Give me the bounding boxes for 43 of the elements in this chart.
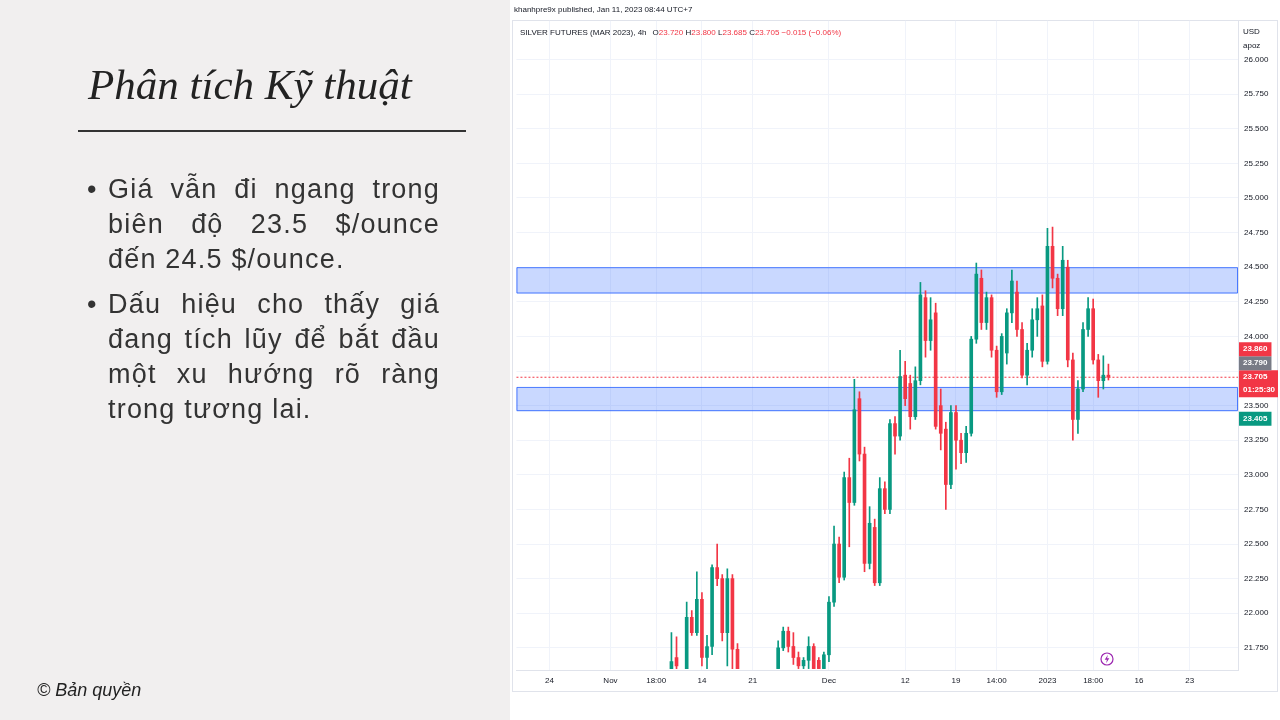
text: 23.860	[1242, 344, 1268, 354]
y-tick-label: 22.000	[1243, 608, 1269, 618]
x-tick-label: 14:00	[986, 676, 1007, 686]
y-tick-label: 24.250	[1243, 297, 1269, 307]
x-tick-label: 24	[544, 676, 554, 686]
x-tick-label: 14	[696, 676, 707, 686]
text: • Dấu hiệu cho thấy giá đang tích lũy để bắt đầu một xu hướng rõ ràng trong tương lai.	[87, 288, 440, 424]
y-tick-label: 25.250	[1243, 158, 1269, 168]
y-tick-label: 25.750	[1243, 89, 1269, 99]
x-tick-label: Dec	[821, 676, 836, 686]
x-tick-label: 2023	[1038, 676, 1057, 686]
x-tick-label: 12	[900, 676, 910, 686]
text: khanhpre9x published, Jan 11, 2023 08:44 UTC+7	[514, 5, 693, 15]
ref-line-label: 23.705 01:25:30	[1242, 372, 1276, 395]
x-tick-label: Nov	[602, 676, 618, 686]
text: 23.790	[1242, 358, 1268, 368]
y-tick-label: 24.750	[1243, 227, 1269, 237]
x-tick-label: 18:00	[1082, 676, 1104, 686]
y-tick-label: 24.000	[1243, 331, 1269, 341]
y-tick-label: 22.750	[1243, 504, 1269, 514]
text: Phân tích Kỹ thuật	[88, 60, 412, 110]
text: SILVER FUTURES (MAR 2023), 4h	[520, 28, 647, 37]
y-tick-label: 23.250	[1243, 435, 1269, 445]
x-tick-label: 19	[951, 676, 961, 686]
annotation: O23.720 H23.800 L23.685 C23.705 −0.015 (−0.06%)	[652, 28, 842, 37]
text: apoz	[1243, 41, 1261, 51]
annotation: 23.405	[1242, 414, 1268, 424]
y-tick-label: 26.000	[1243, 54, 1269, 64]
y-axis-title: USD	[1243, 27, 1260, 37]
text: • Giá vẫn đi ngang trong biên độ 23.5 $/ounce đến 24.5 $/ounce.	[87, 172, 440, 274]
x-tick-label: 23	[1184, 676, 1195, 686]
y-tick-label: 21.750	[1243, 643, 1269, 653]
y-tick-label: 25.500	[1243, 124, 1269, 134]
y-tick-label: 25.000	[1243, 193, 1269, 203]
x-tick-label: 16	[1133, 676, 1144, 686]
x-tick-label: 21	[747, 676, 758, 686]
y-tick-label: 23.000	[1243, 470, 1269, 480]
y-tick-label: 23.500	[1243, 401, 1269, 410]
y-tick-label: 24.500	[1243, 262, 1269, 272]
text: © Bản quyền	[37, 679, 142, 701]
x-tick-label: 18:00	[645, 676, 667, 686]
y-tick-label: 22.250	[1243, 574, 1269, 584]
y-tick-label: 22.500	[1243, 539, 1269, 549]
